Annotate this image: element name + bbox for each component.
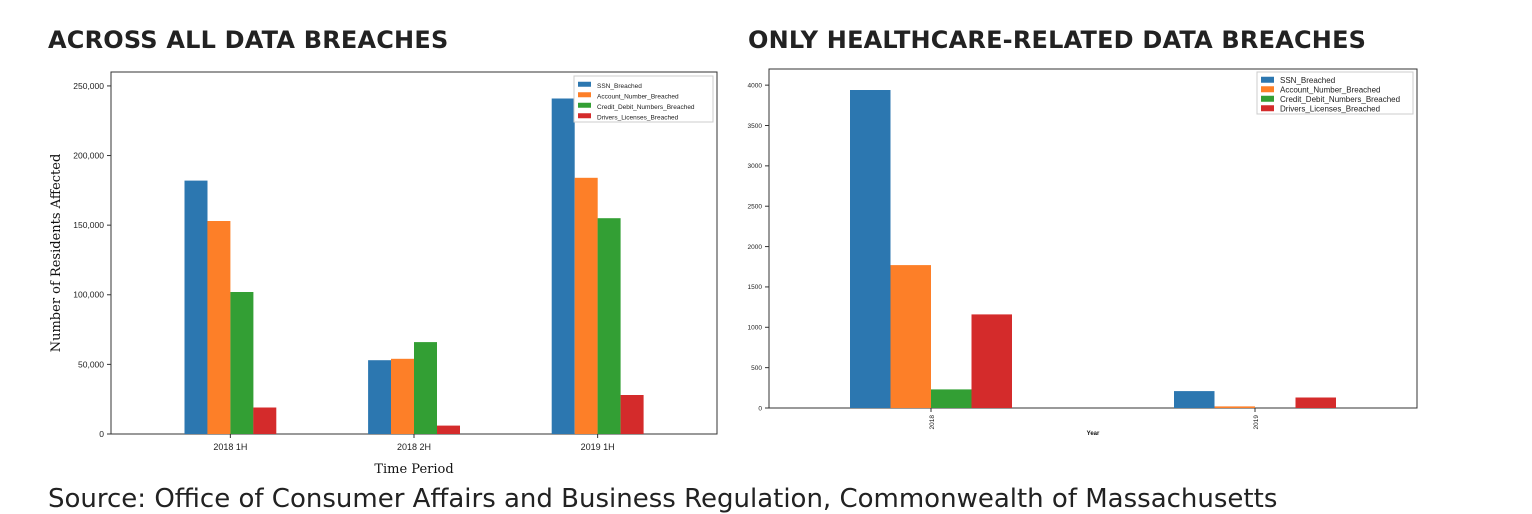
x-tick-label: 2018 2H xyxy=(397,442,431,452)
source-caption: Source: Office of Consumer Affairs and B… xyxy=(48,484,1278,514)
bar-ssn-breached-2018 xyxy=(850,90,891,408)
y-tick-label: 200,000 xyxy=(73,151,104,161)
y-tick-label: 1000 xyxy=(748,325,763,332)
bar-drivers-licenses-breached-2018 xyxy=(971,314,1012,408)
legend-swatch-drivers-licenses-breached xyxy=(578,113,591,119)
bar-ssn-breached-2018-2h xyxy=(368,360,392,434)
bar-account-number-breached-2018-1h xyxy=(207,221,231,434)
bar-drivers-licenses-breached-2019-1h xyxy=(620,395,644,434)
legend-label-account-number-breached: Account_Number_Breached xyxy=(1280,86,1381,95)
bar-account-number-breached-2018 xyxy=(890,265,931,408)
bar-credit-debit-numbers-breached-2019-1h xyxy=(597,218,621,434)
y-tick-label: 3000 xyxy=(748,163,763,170)
bar-chart-healthcare-breaches: 0 500 1000 1500 2000 2500 3000 3500 4000 2018 2019… xyxy=(748,68,1418,437)
legend-swatch-account-number-breached xyxy=(578,92,591,98)
bar-credit-debit-numbers-breached-2018 xyxy=(931,389,972,408)
legend-swatch-ssn-breached xyxy=(578,81,591,87)
legend-label-drivers-licenses-breached: Drivers_Licenses_Breached xyxy=(597,115,679,122)
y-tick-label: 150,000 xyxy=(73,220,104,230)
chart-title-healthcare-breaches: ONLY HEALTHCARE-RELATED DATA BREACHES xyxy=(748,26,1367,54)
y-tick-label: 250,000 xyxy=(73,81,104,91)
x-axis-label: Time Period xyxy=(374,462,453,477)
legend-label-ssn-breached: SSN_Breached xyxy=(1280,76,1335,85)
x-tick-label: 2018 1H xyxy=(213,442,247,452)
bar-drivers-licenses-breached-2018-2h xyxy=(437,425,460,434)
x-axis-label: Year xyxy=(1087,431,1100,437)
bar-ssn-breached-2019-1h xyxy=(551,98,575,434)
bar-drivers-licenses-breached-2018-1h xyxy=(253,407,277,434)
y-tick-label: 0 xyxy=(99,429,104,439)
bar-drivers-licenses-breached-2019 xyxy=(1295,397,1336,408)
legend-swatch-credit-debit-numbers-breached xyxy=(1261,95,1274,102)
y-tick-label: 3500 xyxy=(748,123,763,130)
bar-chart-all-breaches: 0 50,000 100,000 150,000 200,000 250,000 2018 … xyxy=(49,71,718,477)
bar-ssn-breached-2018-1h xyxy=(184,180,208,434)
bar-account-number-breached-2019 xyxy=(1214,406,1255,408)
bar-ssn-breached-2019 xyxy=(1174,391,1215,408)
legend-box xyxy=(1256,71,1414,115)
y-tick-label: 0 xyxy=(758,405,762,412)
legend-label-credit-debit-numbers-breached: Credit_Debit_Numbers_Breached xyxy=(597,104,695,111)
legend-box xyxy=(573,75,714,123)
bar-account-number-breached-2018-2h xyxy=(391,358,414,434)
x-tick-label: 2019 1H xyxy=(581,442,615,452)
legend-swatch-ssn-breached xyxy=(1261,76,1274,83)
legend-label-credit-debit-numbers-breached: Credit_Debit_Numbers_Breached xyxy=(1280,95,1400,104)
bar-credit-debit-numbers-breached-2018-1h xyxy=(230,292,254,434)
legend-swatch-account-number-breached xyxy=(1261,86,1274,93)
y-tick-label: 1500 xyxy=(748,284,763,291)
legend-label-ssn-breached: SSN_Breached xyxy=(597,83,642,90)
legend-label-account-number-breached: Account_Number_Breached xyxy=(597,94,679,101)
plot-frame xyxy=(768,68,1418,409)
x-tick-label: 2019 xyxy=(1253,415,1260,430)
y-axis-label: Number of Residents Affected xyxy=(49,154,64,353)
legend-label-drivers-licenses-breached: Drivers_Licenses_Breached xyxy=(1280,105,1380,114)
y-tick-label: 4000 xyxy=(748,82,763,89)
y-tick-label: 500 xyxy=(751,365,762,372)
y-tick-label: 100,000 xyxy=(73,290,104,300)
x-tick-label: 2018 xyxy=(929,415,936,430)
y-tick-label: 50,000 xyxy=(78,359,104,369)
chart-title-all-breaches: ACROSS ALL DATA BREACHES xyxy=(48,26,449,54)
bar-account-number-breached-2019-1h xyxy=(574,177,598,435)
legend-swatch-drivers-licenses-breached xyxy=(1261,105,1274,112)
legend-swatch-credit-debit-numbers-breached xyxy=(578,102,591,108)
y-tick-label: 2500 xyxy=(748,203,763,210)
y-tick-label: 2000 xyxy=(748,244,763,251)
bar-credit-debit-numbers-breached-2018-2h xyxy=(414,342,437,434)
